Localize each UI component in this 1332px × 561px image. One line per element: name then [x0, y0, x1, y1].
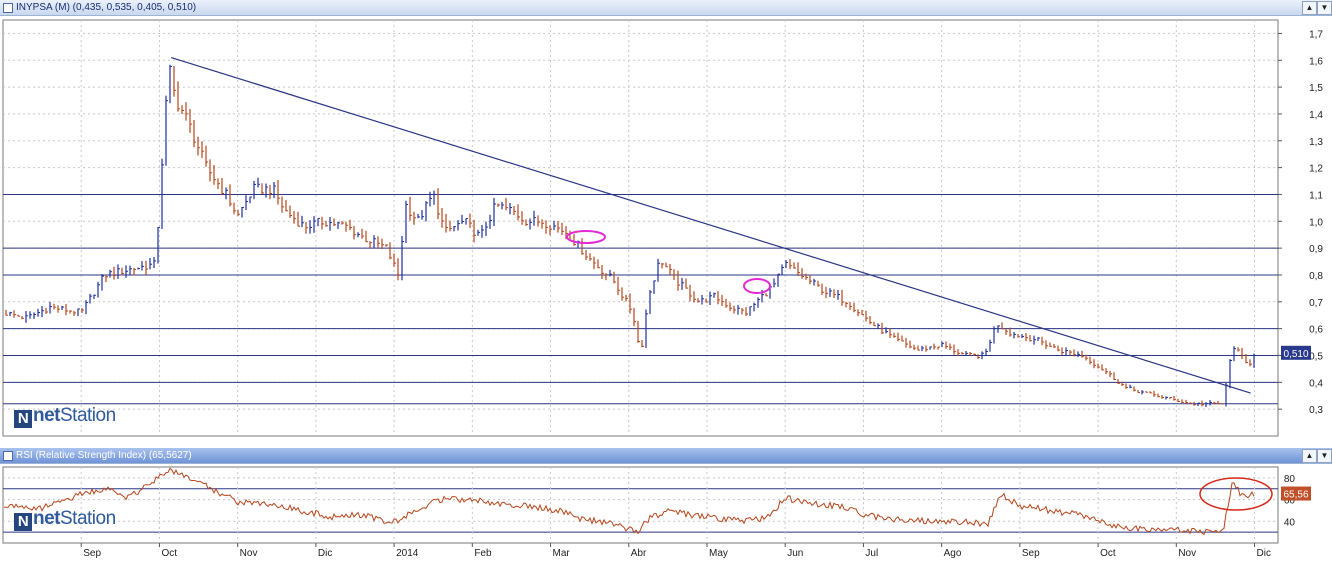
x-tick-label: Nov — [240, 548, 258, 559]
trendline — [170, 57, 1251, 394]
y-tick-label: 0,7 — [1309, 298, 1323, 309]
x-tick-label: Dic — [318, 548, 332, 559]
x-tick-label: Feb — [474, 548, 492, 559]
y-tick-label: 1,6 — [1309, 56, 1323, 67]
rsi-y-tick-label: 60 — [1284, 496, 1296, 507]
x-tick-label: Abr — [631, 548, 647, 559]
rsi-line — [3, 467, 1255, 536]
y-tick-label: 0,6 — [1309, 325, 1323, 336]
x-tick-label: Jul — [865, 548, 878, 559]
window-icon — [3, 451, 13, 461]
x-tick-label: Dic — [1257, 548, 1271, 559]
rsi-scroll-up-button[interactable]: ▲ — [1302, 449, 1317, 463]
price-panel-titlebar[interactable]: INYPSA (M) (0,435, 0,535, 0,405, 0,510) … — [0, 0, 1332, 16]
rsi-last-value-label: 65,56 — [1283, 490, 1308, 501]
rsi-y-tick-label: 80 — [1284, 474, 1296, 485]
x-tick-label: Oct — [161, 548, 177, 559]
y-tick-label: 0,3 — [1309, 405, 1323, 416]
y-tick-label: 1,4 — [1309, 110, 1323, 121]
x-tick-label: Sep — [83, 548, 101, 559]
y-tick-label: 0,9 — [1309, 244, 1323, 255]
highlight-ellipse — [743, 278, 771, 294]
x-tick-label: 2014 — [396, 548, 419, 559]
scroll-down-button[interactable]: ▼ — [1317, 1, 1332, 15]
x-tick-label: Nov — [1178, 548, 1196, 559]
x-tick-label: May — [709, 548, 728, 559]
y-tick-label: 0,5 — [1309, 351, 1323, 362]
y-tick-label: 1,0 — [1309, 217, 1323, 228]
y-tick-label: 1,2 — [1309, 164, 1323, 175]
highlight-ellipse — [566, 230, 606, 244]
netstation-n-icon: N — [14, 513, 32, 531]
y-tick-label: 0,4 — [1309, 378, 1323, 389]
window-icon — [3, 3, 13, 13]
x-tick-label: Mar — [553, 548, 571, 559]
netstation-n-icon: N — [14, 410, 32, 428]
rsi-panel-title: RSI (Relative Strength Index) (65,5627) — [16, 450, 192, 461]
rsi-last-value-box — [1281, 486, 1311, 501]
y-tick-label: 1,7 — [1309, 29, 1323, 40]
price-chart[interactable]: 0,3 0,4 0,5 0,6 0,7 0,8 0,9 1,0 1,1 1,2 1,3 1,4 1,5 1… — [0, 16, 1332, 445]
ohlc-bars — [5, 64, 1256, 407]
rsi-y-tick-label: 40 — [1284, 517, 1296, 528]
x-tick-label: Jun — [787, 548, 803, 559]
x-tick-label: Oct — [1100, 548, 1116, 559]
rsi-panel: RSI (Relative Strength Index) (65,5627) … — [0, 448, 1332, 561]
x-tick-label: Ago — [944, 548, 962, 559]
y-tick-label: 1,3 — [1309, 137, 1323, 148]
y-tick-label: 0,8 — [1309, 271, 1323, 282]
rsi-chart[interactable]: 40 60 80 Sep Oct Nov Dic 2014 Feb Mar Abr May Jun Jul… — [0, 464, 1332, 561]
rsi-highlight-ellipse — [1199, 477, 1273, 511]
price-panel: INYPSA (M) (0,435, 0,535, 0,405, 0,510) … — [0, 0, 1332, 445]
rsi-plot-area — [2, 466, 1279, 544]
y-tick-label: 1,5 — [1309, 83, 1323, 94]
rsi-scroll-down-button[interactable]: ▼ — [1317, 449, 1332, 463]
rsi-panel-titlebar[interactable]: RSI (Relative Strength Index) (65,5627) … — [0, 448, 1332, 464]
x-tick-label: Sep — [1022, 548, 1040, 559]
scroll-up-button[interactable]: ▲ — [1302, 1, 1317, 15]
price-plot-area — [2, 19, 1279, 437]
last-value-box — [1281, 345, 1311, 360]
y-tick-label: 1,1 — [1309, 190, 1323, 201]
price-panel-title: INYPSA (M) (0,435, 0,535, 0,405, 0,510) — [16, 2, 197, 13]
last-value-label: 0,510 — [1283, 349, 1308, 360]
